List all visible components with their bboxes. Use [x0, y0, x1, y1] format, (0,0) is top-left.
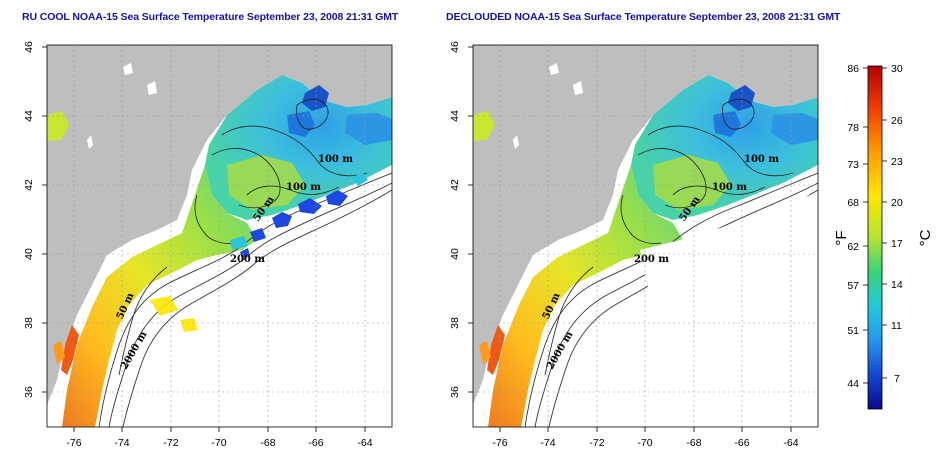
colorbar-f-tick-7: 44 — [847, 378, 859, 390]
lat-tick-left-1: 44 — [23, 110, 35, 122]
lon-tick-left-3: -70 — [211, 437, 226, 449]
lat-tick-right-5: 36 — [449, 386, 461, 398]
contour-label-left-0: 100 m — [318, 154, 353, 165]
lon-tick-left-4: -68 — [260, 437, 275, 449]
lat-tick-right-2: 42 — [449, 179, 461, 191]
lat-tick-right-0: 46 — [449, 41, 461, 53]
lon-tick-left-6: -64 — [357, 437, 372, 449]
map-panel-right: -76 -74 -72 -70 -68 -66 -64 46 44 42 40 … — [449, 41, 819, 449]
lat-tick-left-0: 46 — [23, 41, 35, 53]
lat-tick-left-2: 42 — [23, 179, 35, 191]
contour-label-right-0: 100 m — [744, 154, 779, 165]
colorbar-c-tick-1: 26 — [891, 115, 903, 127]
lon-tick-right-2: -72 — [589, 437, 604, 449]
lon-tick-left-1: -74 — [114, 437, 129, 449]
colorbar-f-tick-0: 86 — [847, 63, 859, 75]
contour-label-right-1: 100 m — [712, 182, 747, 193]
colorbar-f-tick-6: 51 — [847, 325, 859, 337]
colorbar-c-tick-7: 7 — [894, 373, 900, 385]
colorbar-f-tick-5: 57 — [847, 280, 859, 292]
cloud-noise-left — [240, 190, 348, 258]
lon-tick-right-5: -66 — [734, 437, 749, 449]
lon-tick-right-6: -64 — [783, 437, 798, 449]
lat-tick-right-1: 44 — [449, 110, 461, 122]
lat-tick-left-3: 40 — [23, 248, 35, 260]
map-panel-left: -76 -74 -72 -70 -68 -66 -64 46 44 42 40 … — [23, 41, 393, 449]
lon-tick-left-0: -76 — [66, 437, 81, 449]
colorbar-c-tick-2: 23 — [891, 156, 903, 168]
lon-tick-right-1: -74 — [540, 437, 555, 449]
lon-tick-right-3: -70 — [637, 437, 652, 449]
contour-label-left-3: 200 m — [230, 254, 265, 265]
map-title-right: DECLOUDED NOAA-15 Sea Surface Temperatur… — [446, 11, 841, 23]
colorbar-c-tick-4: 17 — [891, 238, 903, 250]
lon-tick-left-5: -66 — [308, 437, 323, 449]
lat-tick-right-3: 40 — [449, 248, 461, 260]
colorbar-f-tick-1: 78 — [847, 122, 859, 134]
colorbar-c-tick-0: 30 — [891, 63, 903, 75]
lat-tick-left-5: 36 — [23, 386, 35, 398]
colorbar-c-unit: °C — [917, 229, 934, 246]
contour-label-right-3: 200 m — [634, 254, 669, 265]
lat-tick-right-4: 38 — [449, 317, 461, 329]
colorbar-f-tick-2: 73 — [847, 159, 859, 171]
lon-tick-left-2: -72 — [163, 437, 178, 449]
lon-tick-right-0: -76 — [492, 437, 507, 449]
colorbar-f-unit: °F — [833, 230, 850, 245]
colorbar-c-tick-6: 11 — [891, 320, 902, 332]
colorbar-f-tick-3: 68 — [847, 197, 859, 209]
colorbar-c-tick-5: 14 — [891, 279, 903, 291]
colorbar-c-tick-3: 20 — [891, 197, 903, 209]
lon-tick-right-4: -68 — [686, 437, 701, 449]
colorbar: 86 78 73 68 62 57 51 44 30 26 23 20 17 1… — [833, 63, 934, 410]
map-title-left: RU COOL NOAA-15 Sea Surface Temperature … — [22, 11, 399, 23]
lat-tick-left-4: 38 — [23, 317, 35, 329]
colorbar-scale — [867, 65, 883, 410]
colorbar-f-tick-4: 62 — [847, 241, 859, 253]
contour-label-left-1: 100 m — [286, 182, 321, 193]
